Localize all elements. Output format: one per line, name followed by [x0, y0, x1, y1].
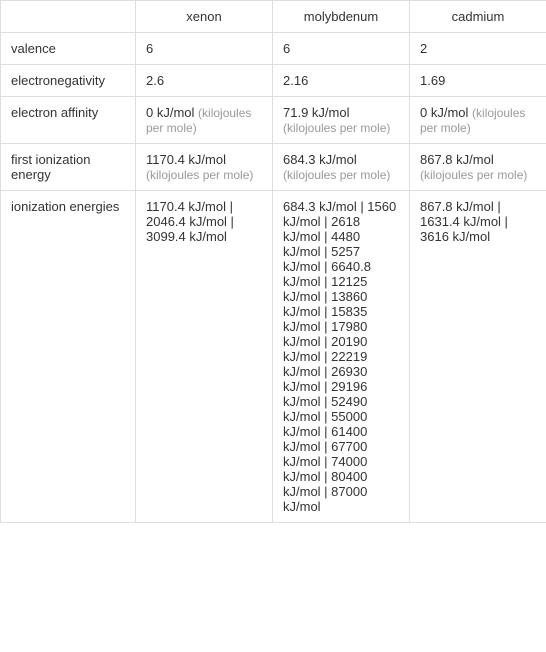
table-cell: 0 kJ/mol (kilojoules per mole) [410, 97, 546, 144]
cell-sub: (kilojoules per mole) [146, 168, 253, 182]
table-header-row: xenon molybdenum cadmium [1, 1, 546, 33]
table-cell: 6 [136, 33, 273, 65]
cell-main: 2 [420, 41, 427, 56]
column-header: molybdenum [273, 1, 410, 33]
cell-main: 1170.4 kJ/mol | 2046.4 kJ/mol | 3099.4 k… [146, 199, 234, 244]
table-row: first ionization energy1170.4 kJ/mol (ki… [1, 144, 546, 191]
table-cell: 2.16 [273, 65, 410, 97]
table-cell: 71.9 kJ/mol (kilojoules per mole) [273, 97, 410, 144]
row-label: valence [1, 33, 136, 65]
cell-sub: (kilojoules per mole) [420, 168, 527, 182]
properties-table: xenon molybdenum cadmium valence 6 6 2 elect… [0, 0, 546, 523]
table-cell: 684.3 kJ/mol (kilojoules per mole) [273, 144, 410, 191]
table-row: electronegativity 2.6 2.16 1.69 [1, 65, 546, 97]
cell-main: 1170.4 kJ/mol [146, 152, 226, 167]
cell-main: 6 [146, 41, 153, 56]
column-header: xenon [136, 1, 273, 33]
cell-main: 0 kJ/mol [146, 105, 194, 120]
table-cell: 1.69 [410, 65, 546, 97]
cell-main: 2.16 [283, 73, 308, 88]
cell-main: 867.8 kJ/mol [420, 152, 494, 167]
cell-sub: (kilojoules per mole) [283, 121, 390, 135]
cell-main: 684.3 kJ/mol [283, 152, 357, 167]
cell-sub: (kilojoules per mole) [283, 168, 390, 182]
row-label: ionization energies [1, 191, 136, 523]
cell-main: 71.9 kJ/mol [283, 105, 349, 120]
table-row: ionization energies1170.4 kJ/mol | 2046.… [1, 191, 546, 523]
table-cell: 2 [410, 33, 546, 65]
column-header: cadmium [410, 1, 546, 33]
row-label: electronegativity [1, 65, 136, 97]
table-row: electron affinity0 kJ/mol (kilojoules pe… [1, 97, 546, 144]
cell-main: 684.3 kJ/mol | 1560 kJ/mol | 2618 kJ/mol… [283, 199, 396, 514]
row-label: electron affinity [1, 97, 136, 144]
table-cell: 867.8 kJ/mol | 1631.4 kJ/mol | 3616 kJ/m… [410, 191, 546, 523]
cell-main: 1.69 [420, 73, 445, 88]
row-label: first ionization energy [1, 144, 136, 191]
table-cell: 1170.4 kJ/mol | 2046.4 kJ/mol | 3099.4 k… [136, 191, 273, 523]
cell-main: 2.6 [146, 73, 164, 88]
cell-main: 6 [283, 41, 290, 56]
table-cell: 1170.4 kJ/mol (kilojoules per mole) [136, 144, 273, 191]
table-cell: 6 [273, 33, 410, 65]
table-body: valence662electronegativity2.62.161.69el… [1, 33, 546, 523]
table-cell: 867.8 kJ/mol (kilojoules per mole) [410, 144, 546, 191]
header-empty [1, 1, 136, 33]
table-cell: 684.3 kJ/mol | 1560 kJ/mol | 2618 kJ/mol… [273, 191, 410, 523]
table-cell: 0 kJ/mol (kilojoules per mole) [136, 97, 273, 144]
cell-main: 0 kJ/mol [420, 105, 468, 120]
table-cell: 2.6 [136, 65, 273, 97]
table-row: valence 6 6 2 [1, 33, 546, 65]
cell-main: 867.8 kJ/mol | 1631.4 kJ/mol | 3616 kJ/m… [420, 199, 508, 244]
